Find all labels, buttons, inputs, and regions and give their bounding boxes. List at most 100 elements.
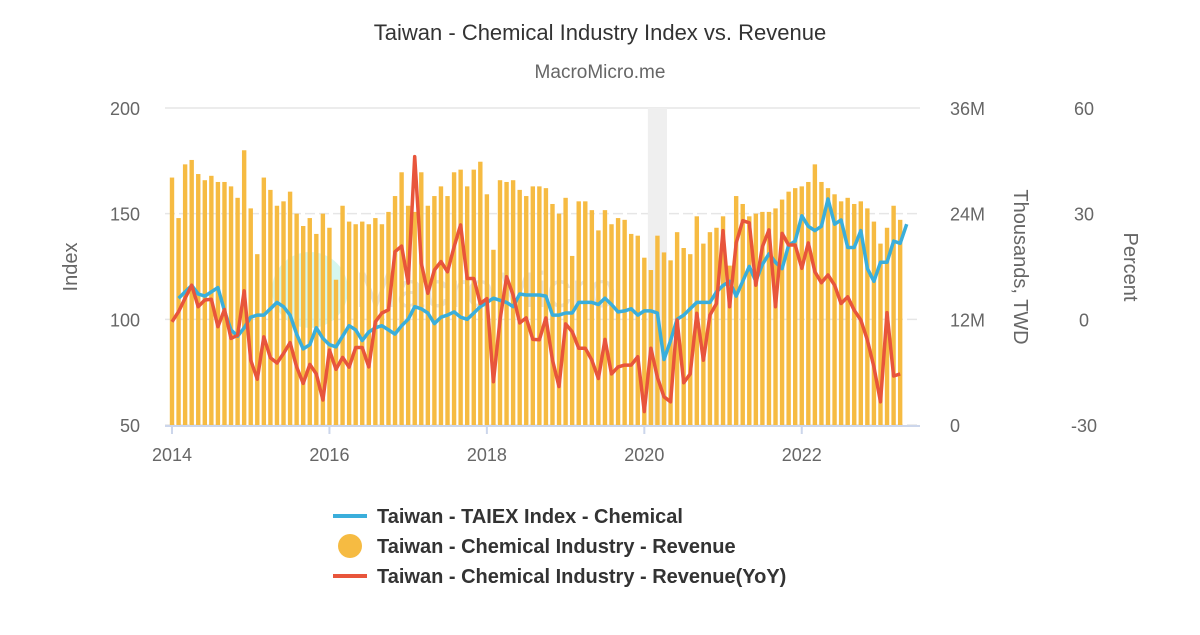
revenue-bar xyxy=(478,161,483,426)
revenue-bar xyxy=(865,208,870,425)
revenue-bar xyxy=(392,196,398,425)
revenue-tick-label: 36M xyxy=(950,99,985,119)
revenue-bar xyxy=(793,188,798,425)
legend-circle-icon xyxy=(338,534,362,558)
revenue-bar xyxy=(615,218,621,425)
percent-tick-label: 0 xyxy=(1079,310,1089,330)
chart-subtitle: MacroMicro.me xyxy=(535,62,666,83)
revenue-bar xyxy=(753,213,759,425)
revenue-bar xyxy=(569,255,575,425)
revenue-bar xyxy=(727,265,732,425)
legend-label: Taiwan - TAIEX Index - Chemical xyxy=(377,506,683,528)
revenue-bar xyxy=(517,189,522,425)
revenue-bar xyxy=(228,186,234,425)
revenue-bar xyxy=(602,210,608,425)
revenue-bar xyxy=(386,211,391,425)
revenue-bar xyxy=(852,203,857,425)
legend-label: Taiwan - Chemical Industry - Revenue xyxy=(377,536,736,558)
revenue-bar xyxy=(255,254,260,425)
revenue-bar xyxy=(596,230,601,425)
revenue-bar xyxy=(642,257,647,425)
revenue-bar xyxy=(766,211,772,425)
revenue-bar xyxy=(681,248,686,425)
revenue-axis-label: Thousands, TWD xyxy=(1009,189,1031,344)
revenue-bar xyxy=(307,218,312,425)
revenue-bar xyxy=(196,174,201,425)
plot-area: MacroMicro xyxy=(165,107,920,426)
revenue-bar xyxy=(301,225,306,425)
revenue-bar xyxy=(287,191,293,425)
revenue-bar xyxy=(176,218,181,425)
x-tick-label: 2016 xyxy=(309,445,349,465)
revenue-bar xyxy=(294,213,299,425)
revenue-bar xyxy=(832,194,837,425)
revenue-bar xyxy=(537,186,542,425)
revenue-bar xyxy=(360,221,365,425)
axes: Index Thousands, TWD Percent 2014 2016 201… xyxy=(60,99,1141,465)
revenue-bar xyxy=(661,252,667,425)
revenue-bar xyxy=(733,196,739,425)
revenue-bar xyxy=(583,201,588,425)
revenue-bar xyxy=(366,224,371,425)
revenue-bar xyxy=(340,205,345,425)
revenue-bar xyxy=(327,227,332,425)
revenue-bar xyxy=(543,188,549,425)
index-tick-label: 150 xyxy=(110,205,140,225)
revenue-bar xyxy=(491,249,496,425)
revenue-bar xyxy=(786,191,791,425)
revenue-bar xyxy=(858,201,863,425)
revenue-bar xyxy=(438,186,444,425)
revenue-bar xyxy=(399,172,404,425)
legend: Taiwan - TAIEX Index - Chemical Taiwan - … xyxy=(333,506,786,588)
revenue-bar xyxy=(524,196,529,425)
revenue-bar xyxy=(320,213,326,425)
revenue-bar xyxy=(346,221,352,425)
x-tick-label: 2014 xyxy=(152,445,192,465)
index-axis-label: Index xyxy=(60,243,82,292)
revenue-bar xyxy=(189,159,194,426)
revenue-bar xyxy=(825,188,831,425)
revenue-bar xyxy=(281,201,286,425)
revenue-yoy-line xyxy=(170,154,901,414)
revenue-bar xyxy=(202,180,207,425)
x-tick-label: 2018 xyxy=(467,445,507,465)
revenue-bar xyxy=(845,197,850,425)
x-tick-label: 2020 xyxy=(624,445,664,465)
revenue-bar xyxy=(465,186,470,425)
index-line xyxy=(177,197,909,362)
revenue-bar xyxy=(760,211,765,425)
revenue-bar xyxy=(412,211,417,425)
revenue-bar xyxy=(871,221,877,425)
revenue-bar xyxy=(261,177,267,425)
revenue-bar xyxy=(806,181,811,425)
revenue-bar xyxy=(471,169,476,425)
revenue-bar xyxy=(419,172,424,425)
revenue-bar xyxy=(235,197,240,425)
revenue-bar xyxy=(451,172,457,425)
revenue-bar xyxy=(445,196,450,425)
revenue-tick-label: 24M xyxy=(950,205,985,225)
index-tick-label: 50 xyxy=(120,416,140,436)
revenue-bar xyxy=(215,181,221,425)
revenue-bar xyxy=(274,205,280,425)
revenue-bar xyxy=(458,169,463,425)
revenue-bar xyxy=(405,205,411,425)
revenue-bar xyxy=(589,210,595,425)
revenue-bar xyxy=(576,201,581,425)
revenue-tick-label: 12M xyxy=(950,310,985,330)
x-tick-label: 2022 xyxy=(782,445,822,465)
revenue-bar xyxy=(241,150,247,425)
revenue-bar xyxy=(701,243,706,425)
revenue-bar xyxy=(891,205,896,425)
revenue-bar xyxy=(530,186,535,425)
index-tick-label: 200 xyxy=(110,99,140,119)
revenue-bar xyxy=(707,232,713,425)
revenue-bar xyxy=(655,235,660,425)
revenue-bar xyxy=(609,224,614,425)
chart-title: Taiwan - Chemical Industry Index vs. Rev… xyxy=(374,20,826,45)
revenue-bar xyxy=(688,254,693,425)
revenue-bar xyxy=(622,219,627,425)
revenue-bar xyxy=(779,199,785,425)
revenue-bar xyxy=(629,233,634,425)
